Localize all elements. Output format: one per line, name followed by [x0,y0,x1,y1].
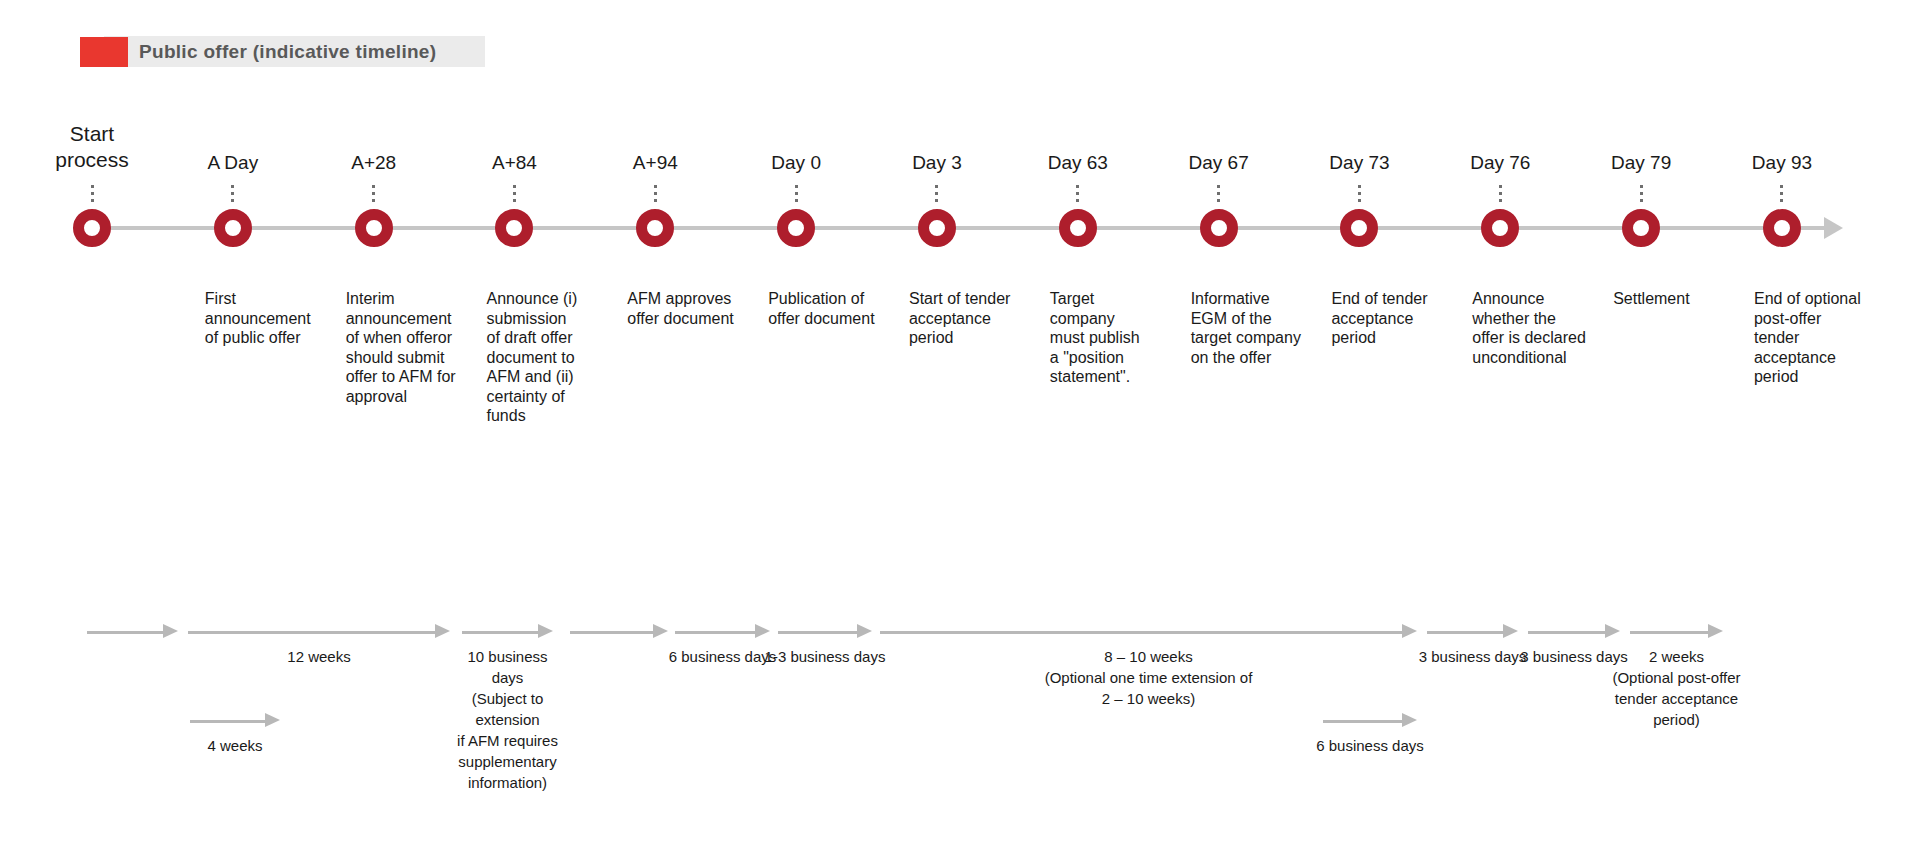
leader-dotted-line [654,185,657,206]
duration-arrow-shaft [570,631,655,634]
duration-arrow-shaft [1427,631,1505,634]
milestone-date-label: Day 67 [1139,150,1299,175]
milestone-date-label: Day 63 [998,150,1158,175]
milestone-description: Start of tender acceptance period [909,289,1047,348]
duration-label: 10 business days (Subject to extension i… [343,646,673,793]
title-accent-square [80,37,128,67]
milestone-marker-icon [1622,209,1660,247]
milestone-description: AFM approves offer document [627,289,765,328]
milestone-marker-icon [636,209,674,247]
arrowhead-icon [1708,624,1723,638]
milestone-description: Interim announcement of when offeror sho… [346,289,484,406]
duration-arrow-shaft [188,631,437,634]
duration-label: 6 business days [1205,735,1535,756]
leader-dotted-line [1217,185,1220,206]
milestone-description: Informative EGM of the target company on… [1191,289,1329,367]
leader-dotted-line [91,185,94,206]
arrowhead-icon [435,624,450,638]
milestone-date-label: Day 3 [857,150,1017,175]
arrowhead-icon [1503,624,1518,638]
duration-arrow-shaft [1323,720,1404,723]
milestone-description: End of tender acceptance period [1331,289,1469,348]
duration-arrow-shaft [880,631,1404,634]
leader-dotted-line [1780,185,1783,206]
arrowhead-icon [265,713,280,727]
milestone-marker-icon [1763,209,1801,247]
duration-arrow-shaft [1630,631,1710,634]
milestone-date-label: Day 76 [1420,150,1580,175]
duration-arrow-shaft [190,720,267,723]
duration-arrow-shaft [87,631,165,634]
timeline-axis-arrowhead-icon [1824,217,1843,239]
arrowhead-icon [163,624,178,638]
milestone-date-label: Day 79 [1561,150,1721,175]
duration-arrow-shaft [1528,631,1607,634]
milestone-marker-icon [1200,209,1238,247]
milestone-marker-icon [777,209,815,247]
milestone-description: Announce (i) submission of draft offer d… [486,289,624,426]
arrowhead-icon [1402,624,1417,638]
milestone-description: Settlement [1613,289,1751,309]
leader-dotted-line [372,185,375,206]
milestone-marker-icon [355,209,393,247]
milestone-date-label: Start process [12,121,172,173]
milestone-description: End of optional post-offer tender accept… [1754,289,1892,387]
duration-label: 2 weeks (Optional post-offer tender acce… [1512,646,1842,730]
leader-dotted-line [1358,185,1361,206]
milestone-date-label: Day 73 [1279,150,1439,175]
duration-label: 8 – 10 weeks (Optional one time extensio… [984,646,1314,709]
timeline-axis [92,226,1824,230]
leader-dotted-line [231,185,234,206]
milestone-date-label: Day 0 [716,150,876,175]
duration-arrow-shaft [462,631,540,634]
arrowhead-icon [857,624,872,638]
milestone-marker-icon [495,209,533,247]
leader-dotted-line [1499,185,1502,206]
arrowhead-icon [653,624,668,638]
leader-dotted-line [1076,185,1079,206]
milestone-date-label: A+84 [434,150,594,175]
duration-arrow-shaft [675,631,757,634]
page-title: Public offer (indicative timeline) [139,36,436,67]
arrowhead-icon [1402,713,1417,727]
leader-dotted-line [795,185,798,206]
arrowhead-icon [1605,624,1620,638]
milestone-marker-icon [1481,209,1519,247]
public-offer-timeline-diagram: Public offer (indicative timeline) Start… [0,0,1920,864]
milestone-date-label: A+28 [294,150,454,175]
milestone-description: Announce whether the offer is declared u… [1472,289,1610,367]
duration-arrow-shaft [778,631,859,634]
milestone-description: Publication of offer document [768,289,906,328]
milestone-marker-icon [1340,209,1378,247]
arrowhead-icon [755,624,770,638]
milestone-date-label: Day 93 [1702,150,1862,175]
arrowhead-icon [538,624,553,638]
milestone-description: First announcement of public offer [205,289,343,348]
milestone-marker-icon [214,209,252,247]
milestone-marker-icon [1059,209,1097,247]
milestone-date-label: A Day [153,150,313,175]
leader-dotted-line [1640,185,1643,206]
duration-label: 1-3 business days [660,646,990,667]
leader-dotted-line [935,185,938,206]
milestone-marker-icon [918,209,956,247]
leader-dotted-line [513,185,516,206]
milestone-date-label: A+94 [575,150,735,175]
duration-label: 4 weeks [70,735,400,756]
milestone-marker-icon [73,209,111,247]
milestone-description: Target company must publish a "position … [1050,289,1188,387]
